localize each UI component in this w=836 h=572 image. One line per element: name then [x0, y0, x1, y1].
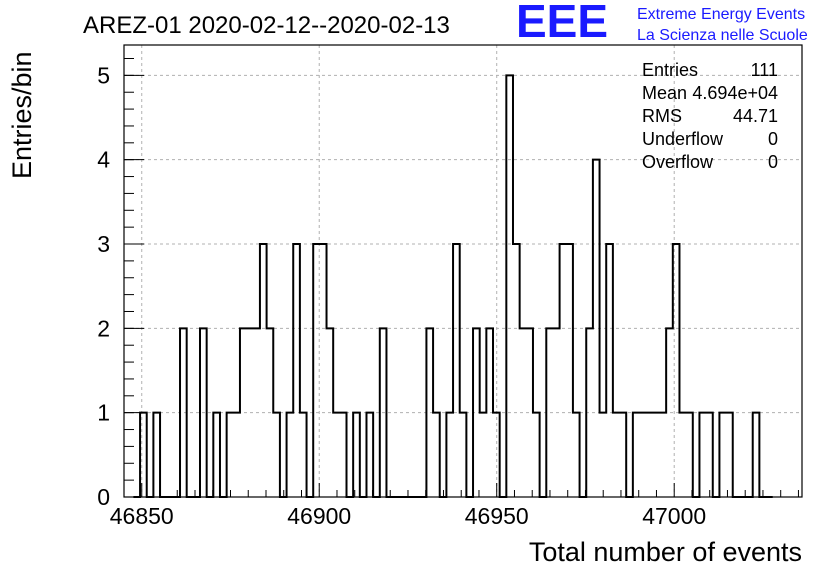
x-tick-label: 47000 [642, 503, 706, 529]
stats-value: 4.694e+04 [692, 83, 778, 103]
y-tick-label: 4 [97, 147, 110, 173]
logo-line-2: La Scienza nelle Scuole [637, 27, 808, 44]
logo-line-1: Extreme Energy Events [637, 6, 805, 23]
stats-value: 44.71 [733, 106, 778, 126]
y-tick-label: 0 [97, 484, 110, 510]
x-axis-title: Total number of events [529, 537, 802, 567]
eee-logo: EEE Extreme Energy Events La Scienza nel… [516, 0, 808, 47]
stats-label: RMS [642, 106, 682, 126]
stats-label: Underflow [642, 129, 724, 149]
y-tick-label: 1 [97, 400, 110, 426]
stats-box: Entries 111 Mean 4.694e+04 RMS 44.71 Underflow… [642, 60, 778, 172]
x-tick-label: 46950 [465, 503, 529, 529]
stats-value: 0 [768, 152, 778, 172]
stats-label: Mean [642, 83, 687, 103]
histogram-outline [133, 74, 773, 498]
x-tick-labels: 46850 46900 46950 47000 [110, 503, 706, 529]
stats-label: Entries [642, 60, 698, 80]
y-tick-label: 2 [97, 315, 110, 341]
stats-label: Overflow [642, 152, 714, 172]
y-tick-label: 5 [97, 62, 110, 88]
stats-value: 0 [768, 129, 778, 149]
y-tick-label: 3 [97, 231, 110, 257]
y-axis-title: Entries/bin [7, 51, 37, 179]
y-tick-labels: 0 1 2 3 4 5 [97, 62, 110, 510]
x-tick-label: 46900 [287, 503, 351, 529]
logo-mark: EEE [516, 0, 608, 47]
chart-title: AREZ-01 2020-02-12--2020-02-13 [83, 12, 450, 39]
x-tick-label: 46850 [110, 503, 174, 529]
plot-frame [123, 44, 803, 498]
stats-value: 111 [751, 60, 778, 80]
